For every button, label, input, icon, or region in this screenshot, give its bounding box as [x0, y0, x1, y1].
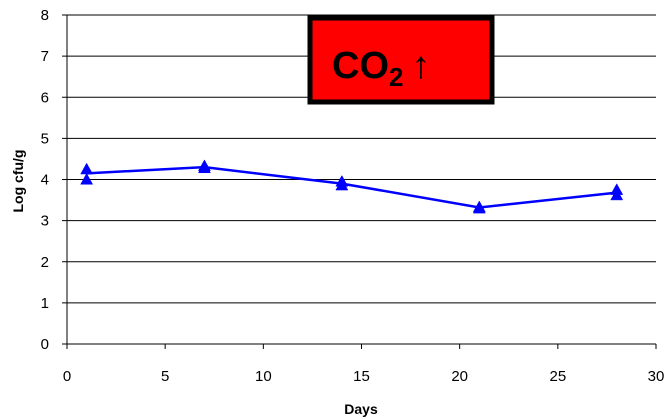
co2-annotation-subscript: 2: [389, 62, 403, 92]
y-tick-label: 2: [41, 254, 49, 271]
co2-annotation-main: CO: [332, 45, 389, 87]
y-tick-label: 6: [41, 89, 49, 106]
replicate-marker: [80, 162, 94, 175]
y-tick-label: 0: [41, 336, 49, 353]
co2-annotation-box: [307, 15, 495, 105]
replicate-marker: [80, 172, 94, 185]
x-tick-label: 15: [353, 368, 370, 385]
replicate-marker: [198, 161, 211, 174]
x-tick-label: 10: [255, 368, 272, 385]
y-tick-label: 7: [41, 48, 49, 65]
x-tick-label: 0: [63, 368, 71, 385]
series: [80, 159, 624, 214]
y-tick-label: 1: [41, 295, 49, 312]
y-tick-label: 3: [41, 213, 49, 230]
x-tick-label: 20: [451, 368, 468, 385]
replicate-marker: [335, 178, 349, 191]
y-tick-label: 8: [41, 7, 49, 24]
co2-annotation-text: CO2 ↑: [332, 45, 430, 92]
x-tick-label: 5: [161, 368, 169, 385]
series-line: [86, 165, 617, 209]
y-axis-title: Log cfu/g: [10, 150, 26, 213]
x-tick-label: 30: [648, 368, 665, 385]
ticks: [62, 14, 657, 349]
x-tick-label: 25: [549, 368, 566, 385]
tick-labels: 0 1 2 3 4 5 6 7 8 0 5 10 15 20 25 30: [41, 7, 665, 385]
replicate-marker: [472, 201, 486, 214]
co2-annotation: CO2 ↑: [307, 15, 495, 105]
replicate-marker: [610, 188, 624, 201]
x-axis-title: Days: [344, 401, 378, 417]
co2-annotation-arrow: ↑: [411, 45, 430, 87]
y-tick-label: 4: [41, 172, 49, 189]
y-tick-label: 5: [41, 130, 49, 147]
